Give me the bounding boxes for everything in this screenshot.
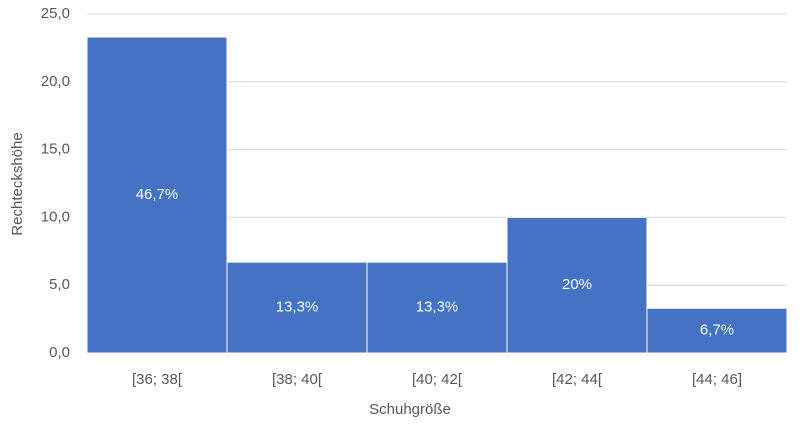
x-tick-label: [44; 46]: [692, 371, 742, 388]
data-label: 13,3%: [416, 299, 459, 316]
data-label: 6,7%: [700, 322, 734, 339]
y-tick-label: 5,0: [49, 276, 70, 293]
data-label: 13,3%: [276, 299, 319, 316]
y-tick-label: 15,0: [41, 141, 70, 158]
y-axis-title: Rechteckshöhe: [9, 132, 26, 235]
bar: [86, 36, 228, 354]
x-tick-label: [36; 38[: [132, 371, 183, 388]
data-label: 46,7%: [136, 186, 179, 203]
y-tick-label: 25,0: [41, 5, 70, 22]
bar: [506, 216, 648, 354]
x-axis-title: Schuhgröße: [369, 401, 451, 418]
y-tick-label: 20,0: [41, 73, 70, 90]
bar: [366, 261, 508, 354]
data-label: 20%: [562, 276, 592, 293]
x-tick-label: [40; 42[: [412, 371, 463, 388]
x-tick-label: [38; 40[: [272, 371, 323, 388]
y-tick-label: 10,0: [41, 208, 70, 225]
bar: [646, 307, 788, 354]
x-tick-label: [42; 44[: [552, 371, 603, 388]
y-tick-label: 0,0: [49, 344, 70, 361]
